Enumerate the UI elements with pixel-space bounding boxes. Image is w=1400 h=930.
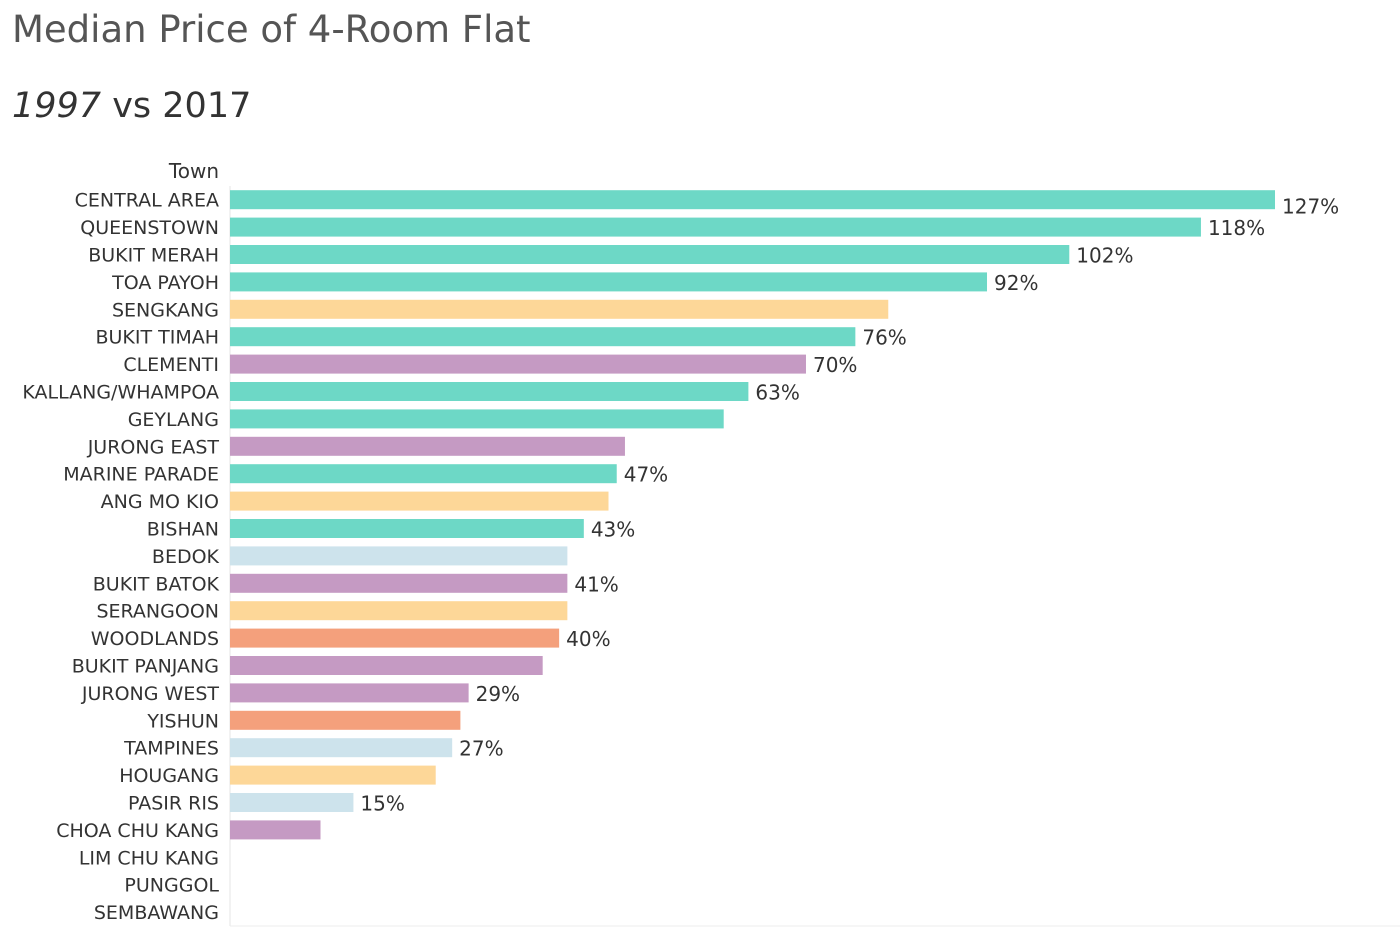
- town-label-bukit-panjang: BUKIT PANJANG: [72, 656, 219, 678]
- bar-toa-payoh: [230, 272, 988, 292]
- value-label-pasir-ris: 15%: [360, 792, 404, 816]
- subtitle-rest: vs 2017: [101, 86, 252, 126]
- town-label-bishan: BISHAN: [147, 519, 219, 541]
- bar-jurong-east: [230, 436, 625, 456]
- value-label-toa-payoh: 92%: [994, 271, 1038, 295]
- town-label-jurong-west: JURONG WEST: [81, 683, 219, 705]
- row-header-town: Town: [168, 159, 219, 183]
- chart-subtitle: 1997 vs 2017: [12, 86, 251, 126]
- town-label-tampines: TAMPINES: [123, 738, 219, 760]
- bar-hougang: [230, 765, 436, 785]
- bar-jurong-west: [230, 683, 469, 703]
- value-label-woodlands: 40%: [566, 627, 610, 651]
- town-label-clementi: CLEMENTI: [123, 354, 219, 376]
- bar-tampines: [230, 738, 453, 758]
- value-label-kallang-whampoa: 63%: [755, 381, 799, 405]
- town-label-geylang: GEYLANG: [128, 409, 219, 431]
- town-label-kallang-whampoa: KALLANG/WHAMPOA: [22, 382, 219, 404]
- value-label-tampines: 27%: [459, 737, 503, 761]
- bar-serangoon: [230, 601, 568, 621]
- town-label-jurong-east: JURONG EAST: [87, 436, 220, 458]
- value-label-queenstown: 118%: [1208, 216, 1265, 240]
- bar-bukit-panjang: [230, 656, 543, 675]
- town-label-queenstown: QUEENSTOWN: [80, 217, 219, 239]
- town-label-marine-parade: MARINE PARADE: [63, 464, 219, 486]
- town-label-bukit-merah: BUKIT MERAH: [88, 245, 219, 267]
- value-label-bukit-merah: 102%: [1076, 244, 1133, 268]
- town-label-bedok: BEDOK: [152, 546, 220, 568]
- bar-ang-mo-kio: [230, 491, 609, 511]
- bar-pasir-ris: [230, 793, 354, 812]
- town-label-sengkang: SENGKANG: [112, 299, 219, 321]
- bar-yishun: [230, 710, 461, 730]
- bar-central-area: [230, 190, 1275, 210]
- value-label-jurong-west: 29%: [476, 682, 520, 706]
- bar-bishan: [230, 519, 584, 538]
- value-label-bishan: 43%: [591, 518, 635, 542]
- town-label-sembawang: SEMBAWANG: [94, 902, 219, 924]
- town-label-serangoon: SERANGOON: [96, 601, 219, 623]
- value-label-central-area: 127%: [1282, 195, 1339, 219]
- town-label-toa-payoh: TOA PAYOH: [111, 272, 219, 294]
- town-label-lim-chu-kang: LIM CHU KANG: [79, 847, 219, 869]
- bar-kallang-whampoa: [230, 382, 749, 401]
- chart-title: Median Price of 4-Room Flat: [12, 8, 531, 51]
- value-label-marine-parade: 47%: [624, 463, 668, 487]
- bar-bukit-timah: [230, 327, 856, 347]
- town-label-central-area: CENTRAL AREA: [75, 190, 219, 212]
- bar-sengkang: [230, 299, 889, 319]
- town-label-bukit-timah: BUKIT TIMAH: [95, 327, 219, 349]
- town-label-ang-mo-kio: ANG MO KIO: [101, 491, 219, 513]
- bar-bukit-merah: [230, 245, 1070, 264]
- bar-marine-parade: [230, 464, 617, 484]
- town-label-bukit-batok: BUKIT BATOK: [93, 573, 220, 595]
- town-label-choa-chu-kang: CHOA CHU KANG: [56, 820, 219, 842]
- bar-rows: CENTRAL AREA 127% QUEENSTOWN 118% BUKIT MERA…: [22, 190, 1339, 924]
- bar-clementi: [230, 354, 806, 374]
- town-label-pasir-ris: PASIR RIS: [128, 793, 219, 815]
- bar-woodlands: [230, 628, 560, 648]
- value-label-bukit-batok: 41%: [574, 572, 618, 596]
- value-label-clementi: 70%: [813, 353, 857, 377]
- town-label-hougang: HOUGANG: [119, 765, 219, 787]
- bar-geylang: [230, 409, 724, 429]
- town-label-woodlands: WOODLANDS: [91, 628, 219, 650]
- value-label-bukit-timah: 76%: [862, 326, 906, 350]
- bar-choa-chu-kang: [230, 820, 321, 840]
- bar-bukit-batok: [230, 573, 568, 593]
- subtitle-year-1997: 1997: [12, 86, 102, 126]
- town-label-punggol: PUNGGOL: [124, 875, 219, 897]
- bar-bedok: [230, 546, 568, 566]
- town-label-yishun: YISHUN: [146, 710, 219, 732]
- bar-queenstown: [230, 217, 1201, 237]
